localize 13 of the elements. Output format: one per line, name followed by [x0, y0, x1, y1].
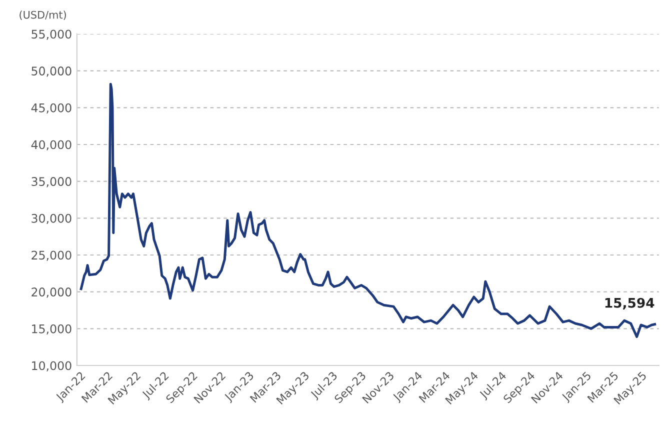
- line-series: [80, 82, 656, 338]
- y-tick-label: 50,000: [32, 66, 72, 77]
- y-tick-label: 55,000: [32, 30, 72, 40]
- y-axis-title: (USD/mt): [20, 10, 66, 20]
- y-tick-label: 10,000: [32, 361, 72, 372]
- y-tick-label: 25,000: [32, 250, 72, 261]
- y-tick-label: 35,000: [32, 177, 72, 188]
- y-tick-label: 15,000: [32, 324, 72, 335]
- y-tick-label: 45,000: [31, 103, 72, 114]
- annotation: 15,594: [605, 298, 654, 310]
- y-tick-label: 40,000: [31, 140, 72, 150]
- y-tick-label: 30,000: [32, 214, 72, 224]
- y-tick-label: 20,000: [32, 288, 72, 298]
